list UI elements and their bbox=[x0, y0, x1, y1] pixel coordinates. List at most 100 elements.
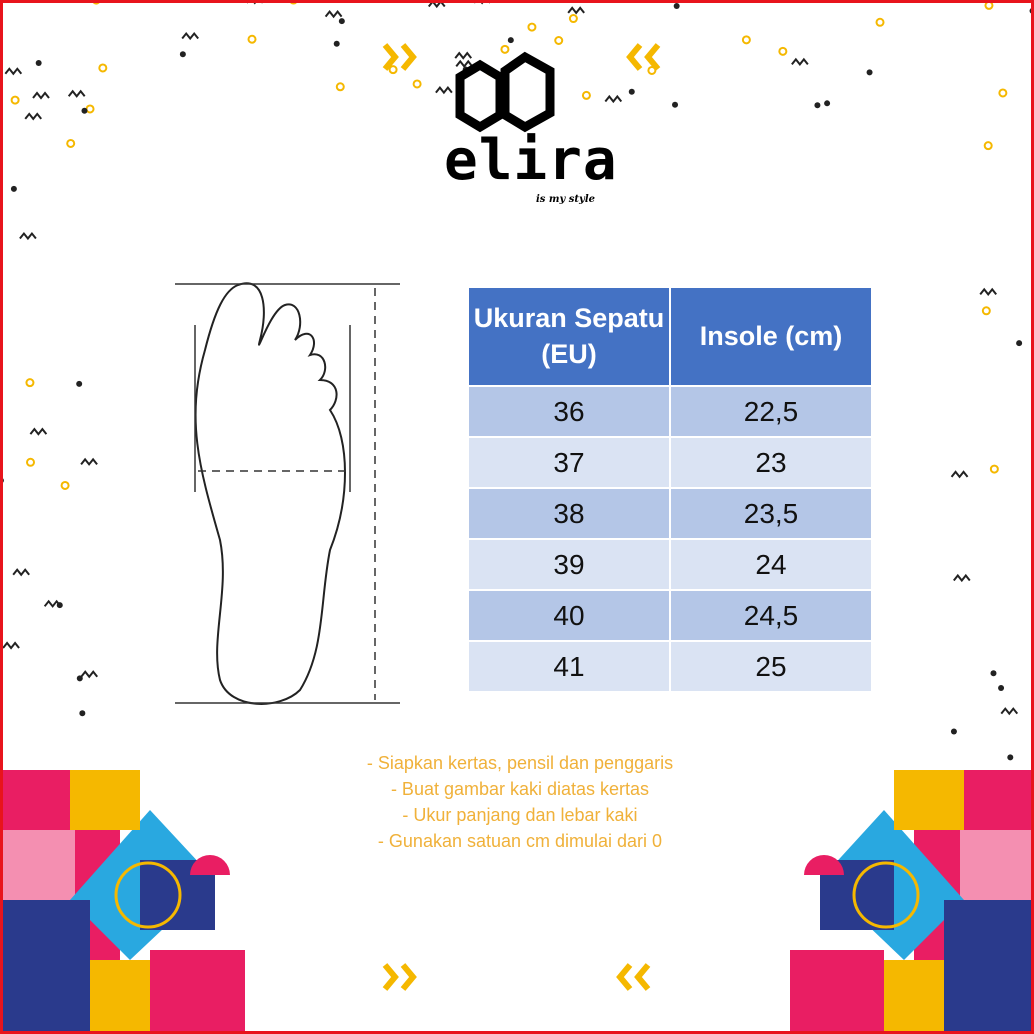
confetti-mark bbox=[628, 88, 635, 95]
header-shoe-size: Ukuran Sepatu (EU) bbox=[469, 288, 669, 385]
geometric-corner-left bbox=[0, 770, 245, 1034]
cell-insole: 23,5 bbox=[671, 489, 871, 538]
cell-insole: 23 bbox=[671, 438, 871, 487]
confetti-mark bbox=[0, 477, 4, 484]
confetti-mark bbox=[19, 231, 37, 241]
confetti-mark bbox=[67, 89, 86, 98]
table-row: 41 25 bbox=[469, 642, 871, 691]
confetti-mark bbox=[247, 34, 257, 44]
confetti-mark bbox=[983, 141, 993, 151]
cell-insole: 24 bbox=[671, 540, 871, 589]
confetti-mark bbox=[435, 86, 453, 95]
confetti-mark bbox=[56, 602, 63, 609]
confetti-mark bbox=[554, 36, 564, 46]
confetti-mark bbox=[998, 684, 1005, 691]
confetti-mark bbox=[324, 10, 343, 19]
confetti-mark bbox=[181, 31, 199, 41]
confetti-mark bbox=[984, 0, 994, 10]
confetti-mark bbox=[25, 378, 35, 388]
cell-shoe-size: 40 bbox=[469, 591, 669, 640]
table-row: 39 24 bbox=[469, 540, 871, 589]
confetti-mark bbox=[35, 59, 42, 66]
confetti-mark bbox=[1000, 707, 1019, 716]
brand-name: elira bbox=[444, 128, 618, 193]
instruction-line: - Ukur panjang dan lebar kaki bbox=[402, 805, 638, 825]
measurement-instructions: - Siapkan kertas, pensil dan penggaris -… bbox=[300, 750, 740, 854]
header-insole: Insole (cm) bbox=[671, 288, 871, 385]
chevron-arrows-icon bbox=[382, 43, 661, 991]
confetti-mark bbox=[288, 0, 298, 5]
confetti-mark bbox=[454, 51, 473, 60]
confetti-mark bbox=[778, 46, 788, 56]
cell-shoe-size: 36 bbox=[469, 387, 669, 436]
cell-insole: 24,5 bbox=[671, 591, 871, 640]
confetti-mark bbox=[568, 14, 578, 24]
foot-measurement-illustration bbox=[175, 282, 400, 705]
confetti-mark bbox=[29, 427, 48, 436]
confetti-mark bbox=[1007, 754, 1014, 761]
size-chart-table: Ukuran Sepatu (EU) Insole (cm) 36 22,5 37 2… bbox=[467, 286, 873, 693]
confetti-mark bbox=[500, 44, 510, 54]
confetti-mark bbox=[80, 457, 98, 466]
table-body: 36 22,5 37 23 38 23,5 39 24 40 24,5 41 25 bbox=[469, 387, 871, 691]
confetti-mark bbox=[179, 51, 186, 58]
confetti-mark bbox=[79, 710, 86, 717]
confetti-mark bbox=[741, 35, 751, 45]
cell-shoe-size: 41 bbox=[469, 642, 669, 691]
confetti-mark bbox=[338, 18, 345, 25]
confetti-mark bbox=[98, 63, 108, 73]
confetti-mark bbox=[412, 79, 422, 89]
instruction-line: - Buat gambar kaki diatas kertas bbox=[390, 779, 650, 799]
table-row: 40 24,5 bbox=[469, 591, 871, 640]
confetti-mark bbox=[10, 185, 17, 192]
instruction-line: - Siapkan kertas, pensil dan penggaris bbox=[366, 753, 674, 773]
confetti-mark bbox=[1016, 340, 1023, 347]
confetti-mark bbox=[24, 112, 43, 121]
confetti-mark bbox=[2, 641, 20, 650]
confetti-mark bbox=[950, 728, 957, 735]
confetti-mark bbox=[979, 287, 997, 296]
confetti-mark bbox=[989, 464, 999, 474]
confetti-mark bbox=[953, 573, 971, 583]
confetti-mark bbox=[60, 480, 70, 490]
geometric-corner-right bbox=[790, 770, 1034, 1034]
confetti-mark bbox=[473, 0, 491, 5]
confetti-mark bbox=[10, 95, 20, 105]
confetti-mark bbox=[507, 37, 514, 44]
confetti-mark bbox=[76, 675, 83, 682]
confetti-mark bbox=[4, 67, 23, 76]
table-row: 36 22,5 bbox=[469, 387, 871, 436]
confetti-mark bbox=[427, 0, 446, 9]
confetti-mark bbox=[875, 17, 885, 27]
confetti-mark bbox=[66, 138, 76, 148]
confetti-mark bbox=[80, 670, 99, 679]
confetti-mark bbox=[335, 82, 345, 92]
confetti-mark bbox=[791, 57, 809, 66]
confetti-mark bbox=[604, 94, 623, 104]
table-row: 38 23,5 bbox=[469, 489, 871, 538]
cell-shoe-size: 37 bbox=[469, 438, 669, 487]
confetti-mark bbox=[85, 104, 95, 114]
confetti-mark bbox=[12, 568, 30, 577]
confetti-mark bbox=[527, 22, 537, 32]
confetti-mark bbox=[245, 0, 264, 5]
confetti-mark bbox=[950, 470, 969, 479]
confetti-mark bbox=[333, 40, 340, 47]
confetti-mark bbox=[981, 306, 991, 316]
confetti-mark bbox=[455, 59, 474, 68]
cell-insole: 22,5 bbox=[671, 387, 871, 436]
confetti-mark bbox=[81, 107, 88, 114]
cell-shoe-size: 38 bbox=[469, 489, 669, 538]
confetti-mark bbox=[581, 90, 591, 100]
confetti-mark bbox=[388, 65, 398, 75]
brand-logo-icon bbox=[455, 51, 555, 133]
confetti-mark bbox=[866, 69, 873, 76]
confetti-mark bbox=[76, 380, 83, 387]
cell-insole: 25 bbox=[671, 642, 871, 691]
table-header-row: Ukuran Sepatu (EU) Insole (cm) bbox=[469, 288, 871, 385]
confetti-mark bbox=[91, 0, 101, 5]
confetti-mark bbox=[32, 91, 50, 100]
confetti-mark bbox=[672, 101, 679, 108]
confetti-mark bbox=[824, 100, 831, 107]
confetti-mark bbox=[814, 102, 821, 109]
